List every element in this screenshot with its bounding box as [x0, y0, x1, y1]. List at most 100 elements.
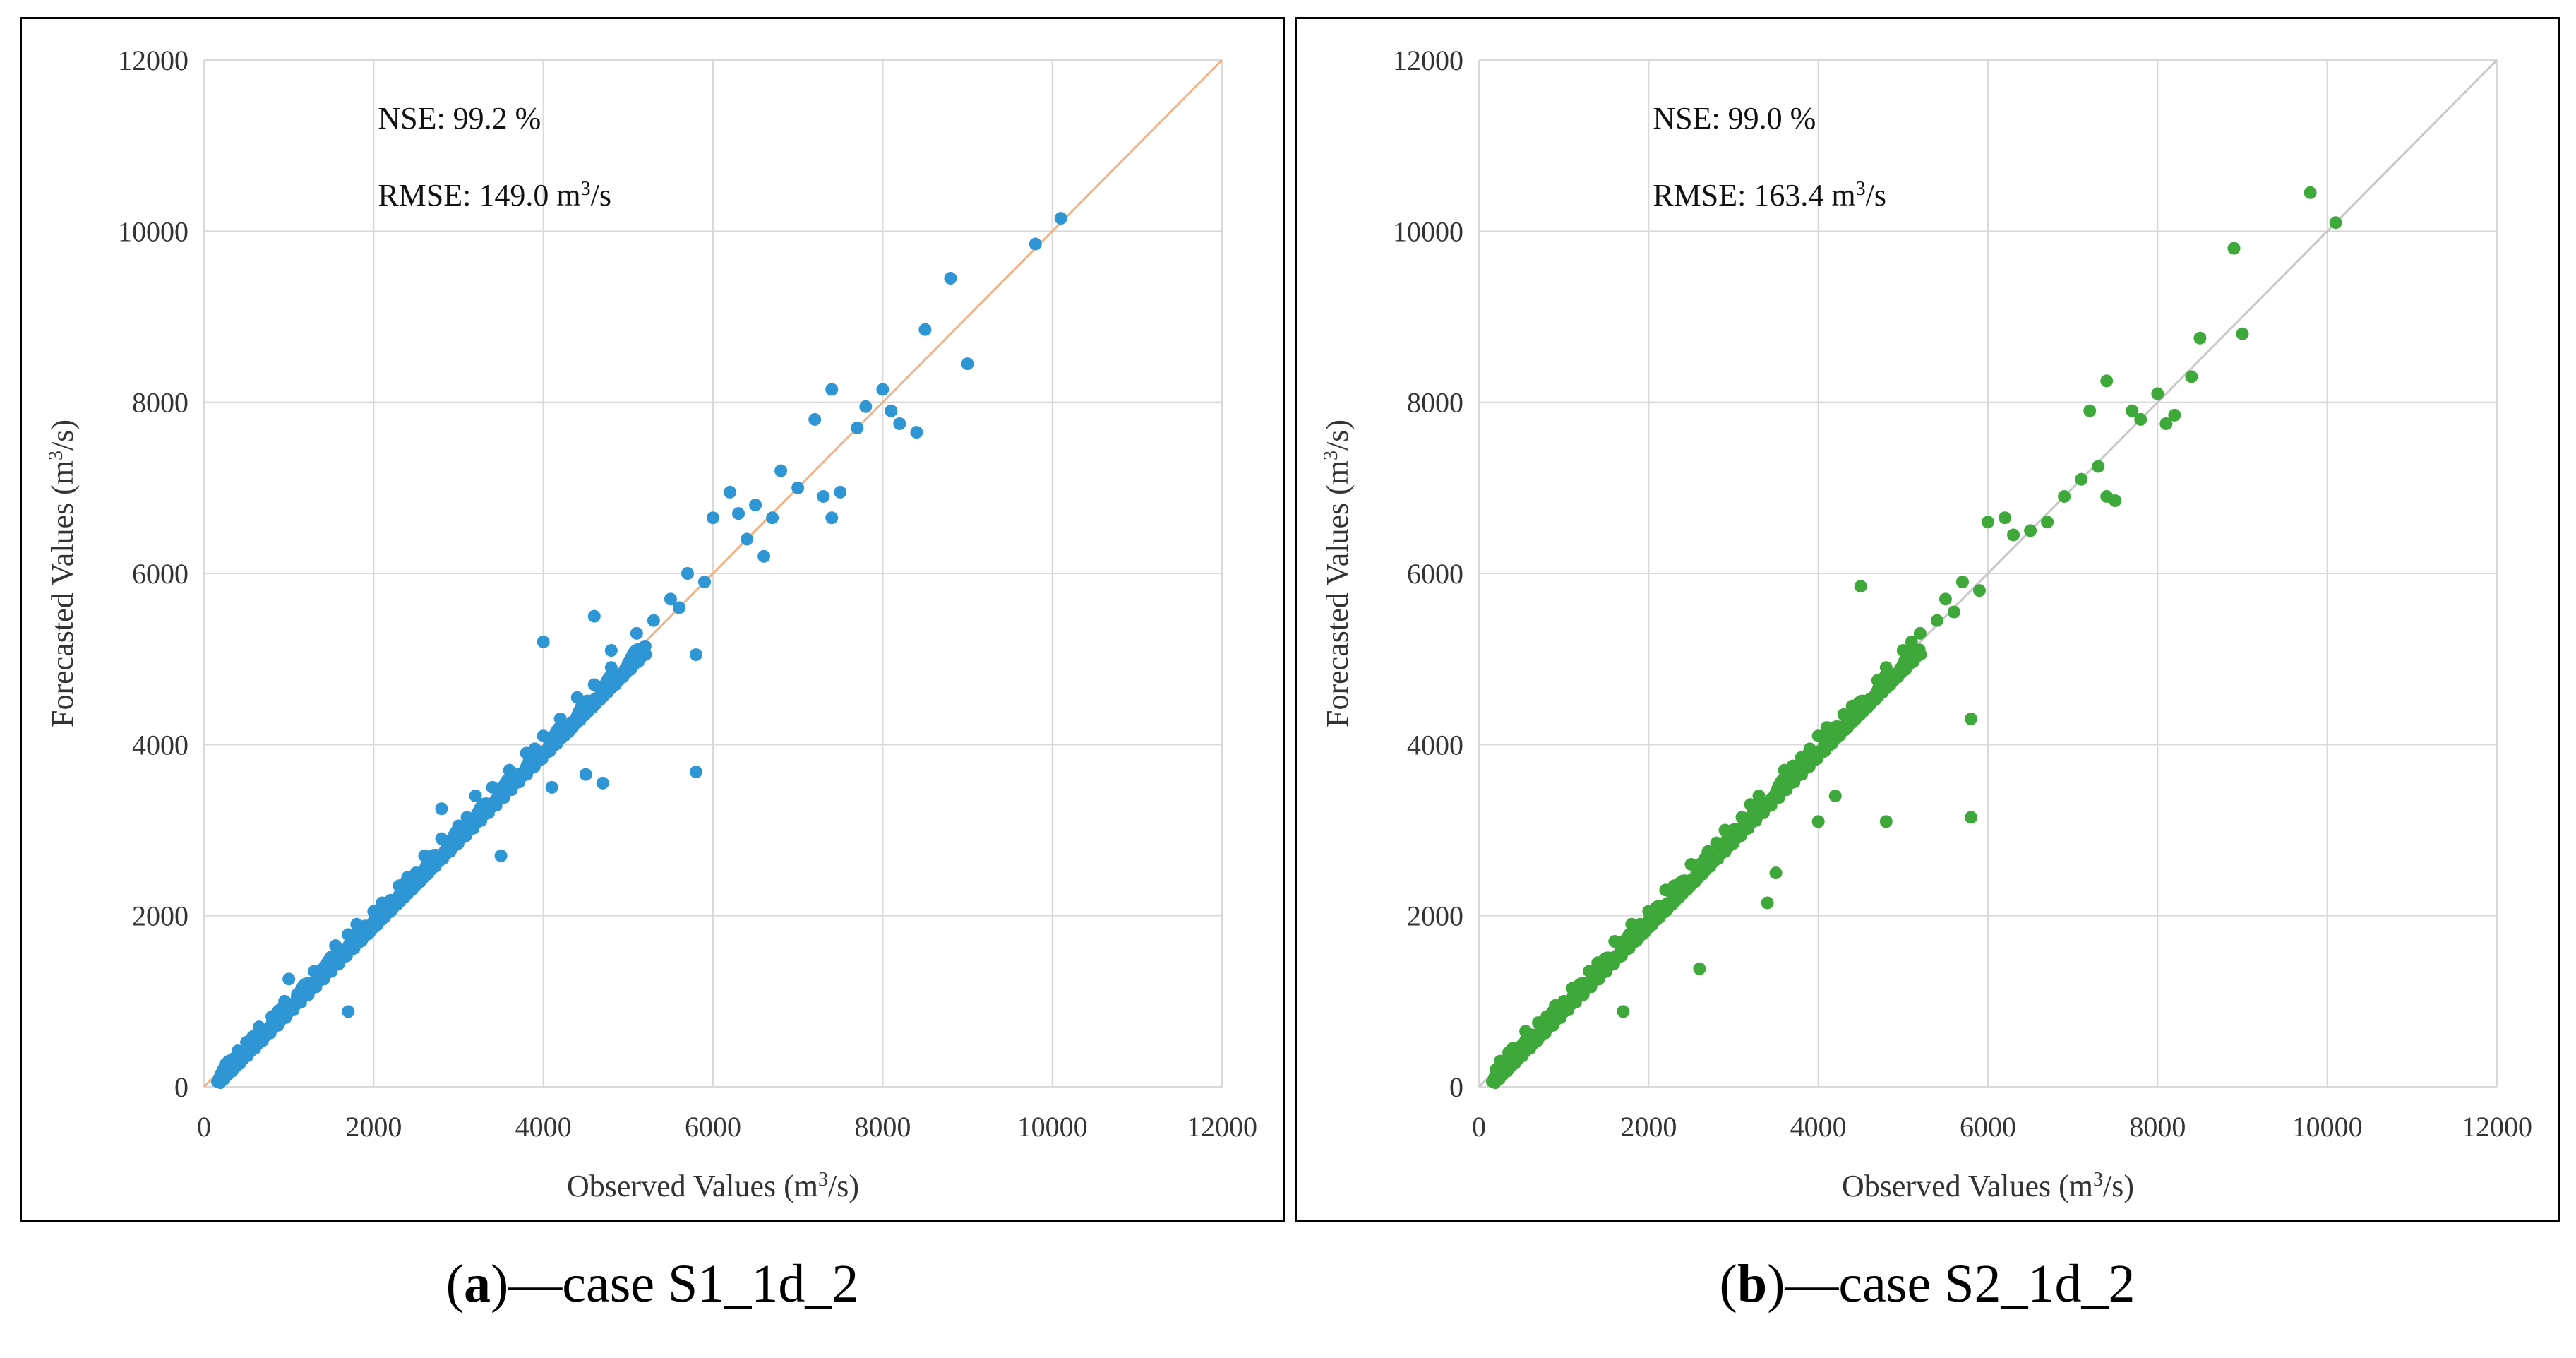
panel-b-data-point [1820, 721, 1833, 734]
panel-a-data-point [876, 383, 889, 396]
panel-b-data-point [1964, 811, 1977, 824]
panel-a-data-point [604, 661, 618, 674]
panel-a-data-point [494, 790, 508, 803]
panel-b-data-point [1498, 1056, 1511, 1070]
panel-b-data-point [1871, 674, 1884, 687]
panel-b-data-point [1710, 836, 1723, 850]
panel-a-data-point [885, 404, 898, 417]
panel-a-data-point [426, 857, 440, 871]
panel-a-data-point [707, 511, 719, 525]
panel-a-data-point [460, 811, 474, 824]
panel-a-data-point [418, 849, 431, 862]
panel-a-x-tick-label: 12000 [1187, 1111, 1257, 1143]
panel-b-data-point [2058, 489, 2071, 503]
panel-b-data-point [2083, 404, 2097, 417]
panel-b-x-tick-label: 2000 [1620, 1111, 1677, 1143]
panel-a-data-point [236, 1047, 249, 1061]
panel-b-data-point [2024, 524, 2037, 537]
panel-b-data-point [2007, 528, 2020, 542]
panel-a-data-point [545, 780, 558, 794]
panel-a-data-point [647, 614, 660, 627]
panel-a-y-tick-label: 0 [174, 1071, 188, 1103]
panel-a-data-point [291, 988, 304, 1001]
panel-b-data-point [2168, 408, 2181, 422]
panel-a-data-point [282, 972, 296, 986]
panel-b-data-point [1701, 845, 1715, 858]
panel-b-y-tick-label: 12000 [1393, 44, 1463, 76]
panel-b-data-point [2185, 370, 2198, 383]
panel-b-data-point [1693, 857, 1706, 871]
panel-b-data-point [1828, 790, 1842, 803]
panel-a-data-point [732, 507, 745, 520]
panel-a-rmse-label: RMSE: 149.0 m3/s [378, 177, 611, 213]
panel-b-data-point [1811, 815, 1825, 828]
panel-b-data-point [1583, 965, 1596, 978]
panel-a-data-point [859, 400, 873, 413]
panel-b-data-point [1939, 592, 1952, 606]
panel-a-data-point [486, 780, 499, 794]
panel-a-data-point [443, 836, 457, 850]
panel-a-y-tick-label: 2000 [132, 900, 188, 932]
panel-b-x-tick-label: 4000 [1790, 1111, 1847, 1143]
panel-a-data-point [316, 962, 330, 975]
panel-a-data-point [808, 412, 822, 426]
panel-b-data-point [1761, 798, 1774, 811]
caption-text-a: case S1_1d_2 [562, 1254, 859, 1314]
panel-b-y-tick-label: 8000 [1407, 387, 1463, 419]
panel-a-data-point [825, 511, 839, 525]
panel-a-data-point [621, 657, 635, 670]
panel-a-data-point [333, 946, 347, 960]
caption-b: (b)—case S2_1d_2 [1719, 1254, 2135, 1314]
panel-a-data-point [741, 532, 754, 546]
panel-a-data-point [757, 549, 771, 563]
panel-a-data-point [342, 928, 355, 941]
panel-a-data-point [553, 712, 567, 725]
panel-b-data-point [1752, 790, 1766, 803]
panel-a-data-point [393, 879, 406, 893]
panel-b-data-point [1617, 935, 1630, 948]
panel-b-data-point [1905, 635, 1918, 648]
panel-a-data-point [452, 819, 465, 833]
panel-b-data-point [1930, 614, 1943, 627]
panel-a-data-point [257, 1025, 270, 1039]
panel-a-data-point [469, 790, 482, 803]
panel-b-x-tick-label: 6000 [1960, 1111, 2016, 1143]
caption-letter-a: a [463, 1254, 491, 1314]
panel-b-data-point [1634, 917, 1647, 931]
panel-b-data-point [2134, 412, 2147, 426]
panel-a-data-point [477, 806, 491, 820]
panel-b-data-point [2075, 472, 2088, 486]
panel-b-data-point [1557, 994, 1571, 1008]
panel-b-data-point [1786, 759, 1799, 773]
panel-a-data-point [299, 979, 313, 993]
panel-a-data-point [689, 648, 702, 662]
panel-b-y-tick-label: 4000 [1407, 729, 1463, 761]
panel-a-data-point [587, 678, 601, 691]
panel-b-data-point [2092, 460, 2105, 473]
panel-b-data-point [2041, 516, 2054, 529]
panel-a-x-tick-label: 0 [197, 1111, 211, 1143]
panel-a-data-point [570, 691, 584, 704]
panel-b-x-tick-label: 10000 [2292, 1111, 2363, 1143]
panel-a-data-point [587, 609, 601, 623]
panel-a-data-point [664, 592, 677, 606]
panel-a-data-point [689, 766, 702, 779]
panel-a-data-point [342, 1005, 355, 1018]
panel-b-x-tick-label: 0 [1472, 1111, 1486, 1143]
panel-b-data-point [1879, 815, 1893, 828]
panel-b-data-point [1862, 695, 1876, 708]
panel-b-data-point [2100, 374, 2114, 388]
panel-a-data-point [851, 422, 864, 435]
panel-a-data-point [537, 635, 550, 648]
panel-b-data-point [1896, 644, 1910, 657]
panel-a-data-point [893, 417, 906, 430]
caption-letter-b: b [1737, 1254, 1768, 1314]
chart-panel-a: 0 2000 4000 6000 8000 10000 12000 0 2000 4000 6000… [20, 17, 1285, 1222]
panel-a-data-point [1054, 212, 1067, 225]
panel-a-x-axis-label: Observed Values (m3/s) [567, 1169, 859, 1204]
panel-a-data-point [596, 776, 609, 790]
panel-a-nse-label: NSE: 99.2 % [378, 101, 541, 136]
panel-b-data-point [2236, 327, 2249, 340]
caption-text-b: case S2_1d_2 [1838, 1254, 2135, 1314]
panel-b-data-point [1540, 1010, 1554, 1023]
